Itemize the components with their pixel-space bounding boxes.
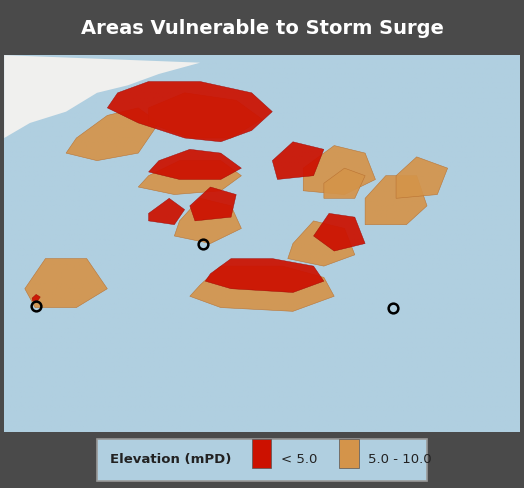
Polygon shape [107, 81, 272, 142]
Polygon shape [190, 266, 334, 311]
Polygon shape [4, 55, 200, 138]
Polygon shape [272, 142, 324, 180]
Text: Areas Vulnerable to Storm Surge: Areas Vulnerable to Storm Surge [81, 20, 443, 39]
Text: 5.0 - 10.0: 5.0 - 10.0 [368, 453, 432, 467]
Polygon shape [32, 294, 40, 301]
Polygon shape [365, 176, 427, 224]
FancyBboxPatch shape [97, 439, 427, 481]
Polygon shape [149, 149, 242, 180]
Polygon shape [174, 198, 242, 244]
Text: Elevation (mPD): Elevation (mPD) [110, 453, 231, 467]
Polygon shape [138, 161, 242, 195]
Polygon shape [324, 168, 365, 198]
Polygon shape [303, 145, 375, 195]
Text: < 5.0: < 5.0 [280, 453, 317, 467]
Polygon shape [66, 108, 159, 161]
Polygon shape [190, 187, 236, 221]
Polygon shape [25, 259, 107, 307]
Polygon shape [149, 198, 184, 224]
Polygon shape [313, 213, 365, 251]
Polygon shape [396, 157, 447, 198]
Polygon shape [288, 221, 355, 266]
Bar [340, 439, 359, 468]
Bar [252, 439, 271, 468]
Polygon shape [205, 259, 324, 292]
Polygon shape [149, 93, 262, 138]
